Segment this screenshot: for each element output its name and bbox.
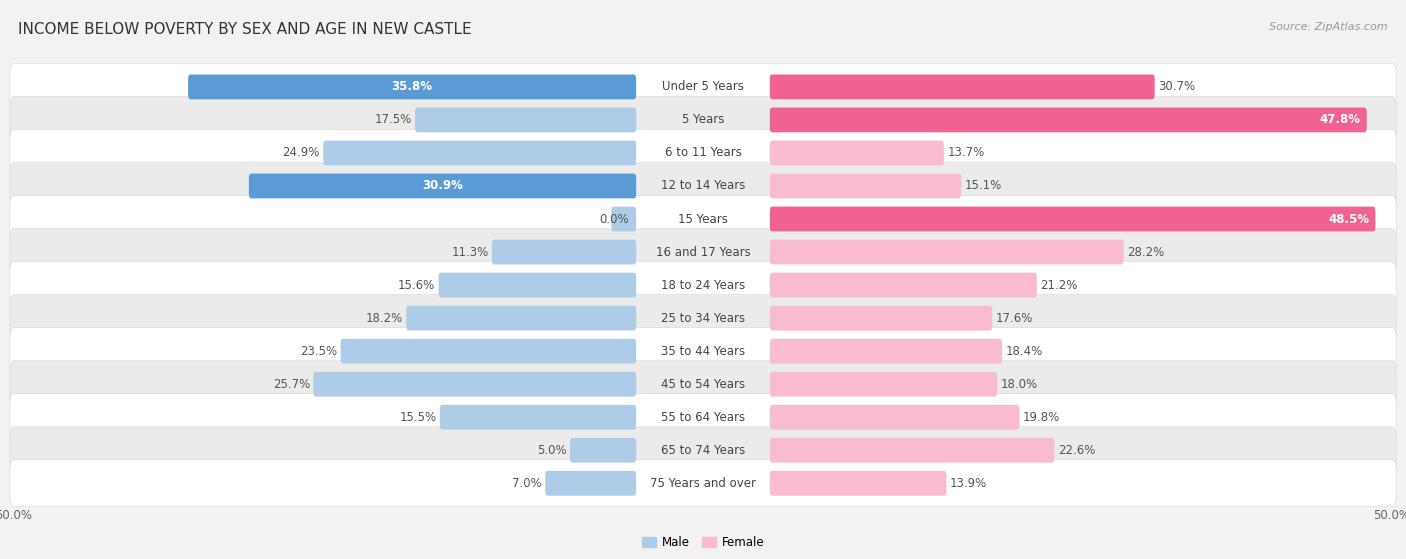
Text: 47.8%: 47.8% bbox=[1319, 113, 1361, 126]
Legend: Male, Female: Male, Female bbox=[637, 532, 769, 554]
FancyBboxPatch shape bbox=[770, 339, 1002, 363]
Text: 11.3%: 11.3% bbox=[451, 245, 488, 259]
Text: 35 to 44 Years: 35 to 44 Years bbox=[661, 345, 745, 358]
FancyBboxPatch shape bbox=[10, 63, 1396, 110]
Text: 17.5%: 17.5% bbox=[374, 113, 412, 126]
FancyBboxPatch shape bbox=[188, 74, 636, 100]
Text: 17.6%: 17.6% bbox=[995, 311, 1033, 325]
FancyBboxPatch shape bbox=[770, 273, 1036, 297]
Text: 15 Years: 15 Years bbox=[678, 212, 728, 225]
FancyBboxPatch shape bbox=[770, 74, 1154, 100]
Text: 22.6%: 22.6% bbox=[1057, 444, 1095, 457]
Text: 6 to 11 Years: 6 to 11 Years bbox=[665, 146, 741, 159]
FancyBboxPatch shape bbox=[569, 438, 636, 463]
Text: 15.1%: 15.1% bbox=[965, 179, 1002, 192]
FancyBboxPatch shape bbox=[770, 438, 1054, 463]
Text: Source: ZipAtlas.com: Source: ZipAtlas.com bbox=[1270, 22, 1388, 32]
Text: 15.5%: 15.5% bbox=[399, 411, 436, 424]
Text: 24.9%: 24.9% bbox=[283, 146, 319, 159]
FancyBboxPatch shape bbox=[10, 295, 1396, 342]
Text: 18.2%: 18.2% bbox=[366, 311, 404, 325]
Text: 0.0%: 0.0% bbox=[599, 212, 628, 225]
Text: 7.0%: 7.0% bbox=[512, 477, 541, 490]
FancyBboxPatch shape bbox=[10, 130, 1396, 177]
FancyBboxPatch shape bbox=[10, 394, 1396, 440]
FancyBboxPatch shape bbox=[10, 427, 1396, 473]
Text: 13.7%: 13.7% bbox=[948, 146, 984, 159]
FancyBboxPatch shape bbox=[10, 460, 1396, 507]
FancyBboxPatch shape bbox=[10, 163, 1396, 210]
FancyBboxPatch shape bbox=[770, 471, 946, 496]
Text: 48.5%: 48.5% bbox=[1329, 212, 1369, 225]
FancyBboxPatch shape bbox=[770, 240, 1123, 264]
Text: 25.7%: 25.7% bbox=[273, 378, 309, 391]
FancyBboxPatch shape bbox=[340, 339, 636, 363]
FancyBboxPatch shape bbox=[249, 174, 636, 198]
FancyBboxPatch shape bbox=[612, 207, 636, 231]
Text: 45 to 54 Years: 45 to 54 Years bbox=[661, 378, 745, 391]
Text: 35.8%: 35.8% bbox=[392, 80, 433, 93]
Text: 5 Years: 5 Years bbox=[682, 113, 724, 126]
FancyBboxPatch shape bbox=[546, 471, 636, 496]
Text: 21.2%: 21.2% bbox=[1040, 278, 1077, 292]
Text: 23.5%: 23.5% bbox=[299, 345, 337, 358]
Text: 18.4%: 18.4% bbox=[1005, 345, 1043, 358]
FancyBboxPatch shape bbox=[10, 97, 1396, 143]
Text: 19.8%: 19.8% bbox=[1024, 411, 1060, 424]
Text: 18.0%: 18.0% bbox=[1001, 378, 1038, 391]
Text: 75 Years and over: 75 Years and over bbox=[650, 477, 756, 490]
FancyBboxPatch shape bbox=[10, 196, 1396, 243]
Text: 30.7%: 30.7% bbox=[1159, 80, 1195, 93]
FancyBboxPatch shape bbox=[10, 262, 1396, 309]
Text: 65 to 74 Years: 65 to 74 Years bbox=[661, 444, 745, 457]
FancyBboxPatch shape bbox=[440, 405, 636, 430]
FancyBboxPatch shape bbox=[10, 361, 1396, 408]
FancyBboxPatch shape bbox=[10, 328, 1396, 375]
FancyBboxPatch shape bbox=[770, 107, 1367, 132]
Text: 15.6%: 15.6% bbox=[398, 278, 434, 292]
FancyBboxPatch shape bbox=[770, 405, 1019, 430]
FancyBboxPatch shape bbox=[770, 306, 993, 330]
FancyBboxPatch shape bbox=[770, 140, 943, 165]
Text: INCOME BELOW POVERTY BY SEX AND AGE IN NEW CASTLE: INCOME BELOW POVERTY BY SEX AND AGE IN N… bbox=[18, 22, 472, 37]
Text: 28.2%: 28.2% bbox=[1128, 245, 1164, 259]
Text: 30.9%: 30.9% bbox=[422, 179, 463, 192]
FancyBboxPatch shape bbox=[314, 372, 636, 396]
Text: 16 and 17 Years: 16 and 17 Years bbox=[655, 245, 751, 259]
Text: 25 to 34 Years: 25 to 34 Years bbox=[661, 311, 745, 325]
Text: 12 to 14 Years: 12 to 14 Years bbox=[661, 179, 745, 192]
FancyBboxPatch shape bbox=[770, 372, 997, 396]
FancyBboxPatch shape bbox=[770, 207, 1375, 231]
FancyBboxPatch shape bbox=[439, 273, 636, 297]
Text: Under 5 Years: Under 5 Years bbox=[662, 80, 744, 93]
FancyBboxPatch shape bbox=[323, 140, 636, 165]
Text: 13.9%: 13.9% bbox=[950, 477, 987, 490]
FancyBboxPatch shape bbox=[415, 107, 636, 132]
Text: 5.0%: 5.0% bbox=[537, 444, 567, 457]
FancyBboxPatch shape bbox=[406, 306, 636, 330]
FancyBboxPatch shape bbox=[770, 174, 962, 198]
Text: 55 to 64 Years: 55 to 64 Years bbox=[661, 411, 745, 424]
FancyBboxPatch shape bbox=[492, 240, 636, 264]
Text: 18 to 24 Years: 18 to 24 Years bbox=[661, 278, 745, 292]
FancyBboxPatch shape bbox=[10, 229, 1396, 276]
